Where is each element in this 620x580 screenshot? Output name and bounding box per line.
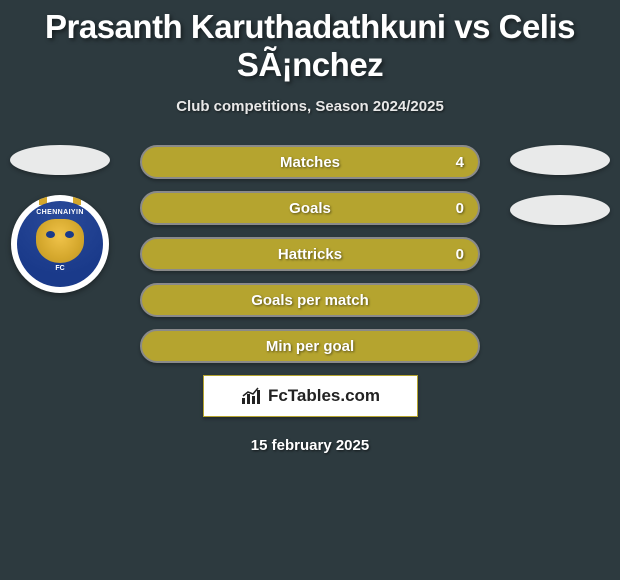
stat-label: Goals [289, 200, 331, 217]
subtitle: Club competitions, Season 2024/2025 [0, 98, 620, 115]
player-silhouette-right-1 [510, 145, 610, 175]
brand-box: FcTables.com [203, 375, 418, 417]
stat-row-min-per-goal: Min per goal [140, 329, 480, 363]
stat-value: 0 [456, 246, 464, 263]
right-column [500, 145, 620, 225]
player-silhouette-left [10, 145, 110, 175]
stats-list: Matches 4 Goals 0 Hattricks 0 Goals per … [140, 145, 480, 363]
stat-row-hattricks: Hattricks 0 [140, 237, 480, 271]
player-silhouette-right-2 [510, 195, 610, 225]
date: 15 february 2025 [0, 437, 620, 454]
stat-label: Goals per match [251, 292, 369, 309]
club-badge: CHENNAIYIN FC [11, 195, 109, 293]
stat-label: Hattricks [278, 246, 342, 263]
stat-value: 0 [456, 200, 464, 217]
stat-label: Matches [280, 154, 340, 171]
page-title: Prasanth Karuthadathkuni vs Celis SÃ¡nch… [0, 0, 620, 84]
club-name-bottom: FC [55, 265, 64, 272]
stat-row-goals: Goals 0 [140, 191, 480, 225]
brand-text: FcTables.com [268, 386, 380, 406]
content-area: CHENNAIYIN FC Matches 4 Goals 0 Hattrick… [0, 145, 620, 454]
left-column: CHENNAIYIN FC [0, 145, 120, 293]
stat-row-goals-per-match: Goals per match [140, 283, 480, 317]
stat-row-matches: Matches 4 [140, 145, 480, 179]
chart-icon [240, 386, 264, 406]
stat-value: 4 [456, 154, 464, 171]
club-name-top: CHENNAIYIN [36, 209, 84, 216]
stat-label: Min per goal [266, 338, 354, 355]
club-mask-icon [36, 219, 84, 263]
